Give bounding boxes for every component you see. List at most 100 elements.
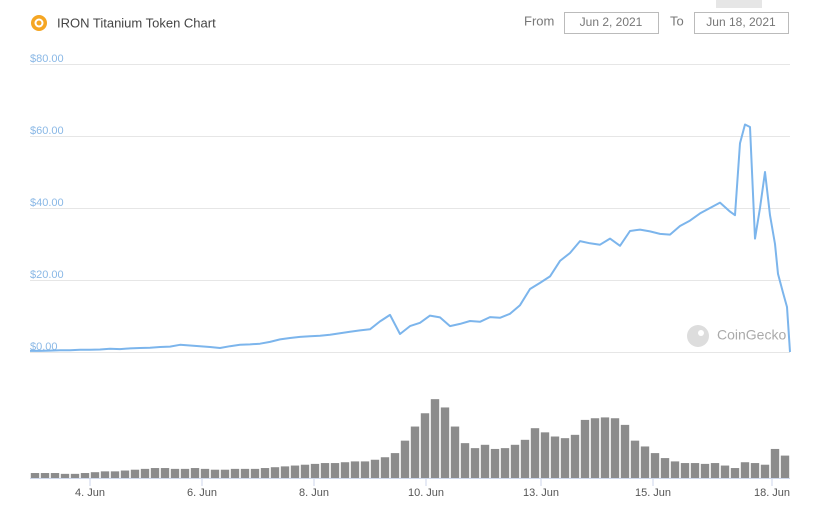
- volume-bar: [560, 438, 570, 478]
- volume-bar: [500, 448, 510, 478]
- volume-bar: [760, 464, 770, 478]
- chart-title: IRON Titanium Token Chart: [57, 15, 216, 30]
- volume-bar: [170, 468, 180, 478]
- volume-bar: [150, 468, 160, 478]
- volume-bar: [370, 459, 380, 478]
- y-tick-label: $40.00: [30, 197, 64, 209]
- volume-bar: [400, 440, 410, 478]
- to-value: Jun 18, 2021: [706, 15, 776, 29]
- volume-bar: [700, 463, 710, 478]
- volume-bar: [40, 473, 50, 478]
- volume-bar: [640, 446, 650, 478]
- to-input[interactable]: [694, 12, 789, 34]
- volume-bar: [300, 464, 310, 478]
- volume-bar: [680, 463, 690, 478]
- volume-bar: [90, 472, 100, 478]
- volume-bar: [770, 448, 780, 478]
- volume-bar: [540, 432, 550, 478]
- volume-bar: [660, 458, 670, 478]
- volume-bar: [240, 468, 250, 478]
- volume-bar: [250, 468, 260, 478]
- volume-bar: [350, 461, 360, 478]
- from-value: Jun 2, 2021: [580, 15, 643, 29]
- price-line: [30, 123, 791, 353]
- volume-bar: [740, 462, 750, 478]
- watermark: CoinGecko: [717, 327, 786, 343]
- volume-bar: [550, 436, 560, 478]
- volume-bar: [420, 413, 430, 478]
- volume-bar: [340, 462, 350, 478]
- volume-bar: [440, 407, 450, 478]
- watermark-logo: [687, 325, 709, 347]
- volume-bar: [460, 443, 470, 478]
- volume-bar: [140, 468, 150, 478]
- y-tick-label: $60.00: [30, 125, 64, 137]
- volume-bar: [70, 473, 80, 478]
- volume-bar: [190, 468, 200, 478]
- volume-bar: [450, 426, 460, 478]
- volume-bar: [130, 469, 140, 478]
- x-tick-label: 8. Jun: [299, 487, 329, 499]
- volume-bar: [510, 444, 520, 478]
- volume-bar: [320, 463, 330, 478]
- from-input[interactable]: [564, 12, 659, 34]
- volume-bar: [710, 463, 720, 478]
- volume-bar: [270, 467, 280, 478]
- volume-bar: [290, 465, 300, 478]
- volume-bar: [220, 469, 230, 478]
- volume-bar: [260, 468, 270, 478]
- volume-bar: [670, 461, 680, 478]
- volume-bar: [690, 463, 700, 478]
- volume-bar: [210, 469, 220, 478]
- from-label: From: [524, 13, 554, 28]
- volume-bar: [620, 424, 630, 478]
- volume-bar: [650, 453, 660, 478]
- watermark-eye: [698, 330, 704, 336]
- volume-bar: [30, 473, 40, 478]
- volume-bar: [120, 470, 130, 478]
- x-tick-label: 4. Jun: [75, 487, 105, 499]
- volume-bar: [330, 463, 340, 478]
- volume-bar: [60, 473, 70, 478]
- x-tick-label: 15. Jun: [635, 487, 671, 499]
- volume-bar: [390, 453, 400, 478]
- volume-bar: [100, 471, 110, 478]
- volume-bar: [50, 473, 60, 478]
- volume-bar: [730, 468, 740, 478]
- volume-bar: [720, 465, 730, 478]
- y-tick-label: $20.00: [30, 269, 64, 281]
- volume-bar: [520, 439, 530, 478]
- volume-bar: [530, 428, 540, 478]
- x-tick-label: 10. Jun: [408, 487, 444, 499]
- volume-bar: [610, 418, 620, 478]
- volume-bar: [590, 418, 600, 478]
- token-icon-core: [36, 20, 42, 26]
- volume-bar: [470, 448, 480, 478]
- volume-bar: [380, 457, 390, 478]
- volume-bar: [280, 466, 290, 478]
- volume-bar: [600, 417, 610, 478]
- volume-bar: [430, 399, 440, 478]
- volume-bar: [570, 434, 580, 478]
- y-tick-label: $80.00: [30, 53, 64, 65]
- volume-bar: [780, 455, 790, 478]
- volume-bar: [200, 468, 210, 478]
- to-label: To: [670, 13, 684, 28]
- volume-bar: [490, 448, 500, 478]
- cut-button[interactable]: [716, 0, 762, 8]
- volume-bar: [410, 426, 420, 478]
- volume-bar: [110, 471, 120, 478]
- volume-bar: [360, 461, 370, 478]
- volume-bar: [230, 468, 240, 478]
- volume-bar: [750, 463, 760, 478]
- volume-bar: [160, 468, 170, 478]
- volume-bar: [80, 473, 90, 478]
- x-tick-label: 13. Jun: [523, 487, 559, 499]
- x-tick-label: 6. Jun: [187, 487, 217, 499]
- volume-bar: [630, 440, 640, 478]
- x-tick-label: 18. Jun: [754, 487, 790, 499]
- volume-bar: [310, 463, 320, 478]
- volume-bar: [580, 419, 590, 478]
- volume-bar: [180, 468, 190, 478]
